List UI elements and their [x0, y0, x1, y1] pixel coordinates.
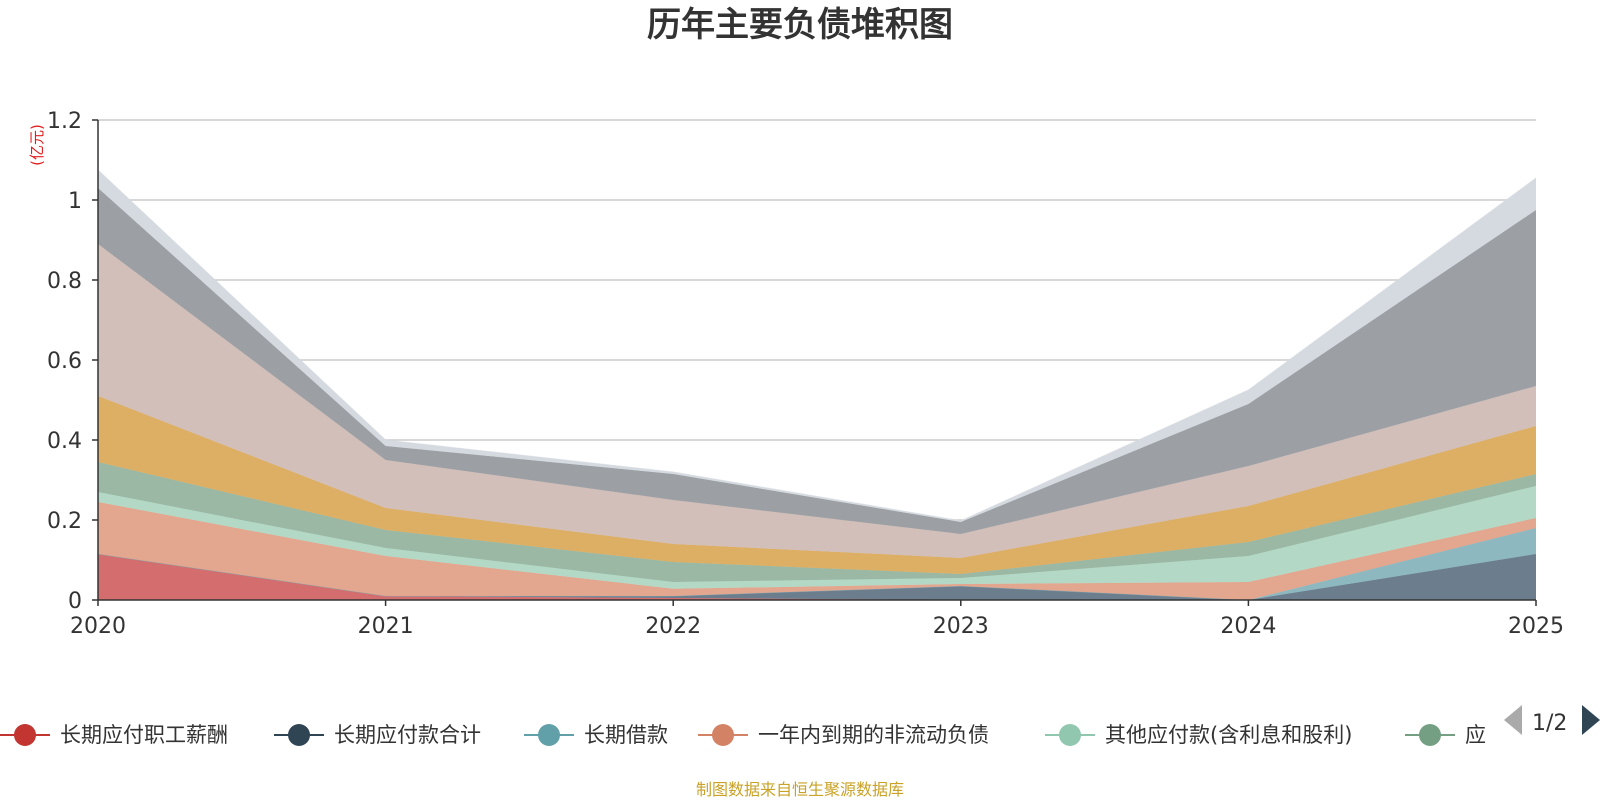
area-series-line-10: [97, 169, 1537, 522]
area-series-4: [98, 502, 1536, 600]
legend-pager: 1/2: [1504, 705, 1600, 736]
legend-marker-icon: [1419, 724, 1441, 746]
x-tick-label: 2025: [1508, 614, 1564, 639]
prev-page-icon[interactable]: [1504, 705, 1522, 735]
legend-item[interactable]: 其他应付款(含利息和股利): [1045, 723, 1352, 747]
legend-item[interactable]: 长期应付职工薪酬: [0, 723, 228, 747]
legend-marker-icon: [14, 724, 36, 746]
plot-area: [97, 169, 1537, 601]
legend-marker-icon: [712, 724, 734, 746]
legend-marker-icon: [1059, 724, 1081, 746]
y-tick-label: 0.2: [47, 509, 82, 534]
legend-item[interactable]: 长期借款: [524, 723, 668, 747]
next-page-icon[interactable]: [1582, 705, 1600, 735]
legend-label: 应: [1465, 723, 1486, 747]
legend-page-indicator: 1/2: [1532, 711, 1567, 736]
source-note: 制图数据来自恒生聚源数据库: [696, 780, 904, 799]
legend-label: 其他应付款(含利息和股利): [1105, 723, 1352, 747]
axes: 0 0.2 0.4 0.6 0.8 1 1.2 2020 2021 2022 2023 2024 202…: [47, 109, 1564, 639]
area-series-7: [98, 396, 1536, 574]
legend-item[interactable]: 应: [1405, 723, 1486, 747]
area-series-1: [98, 554, 1536, 600]
x-tick-label: 2022: [645, 614, 701, 639]
y-tick-label: 0: [68, 589, 82, 614]
x-tick-label: 2020: [70, 614, 126, 639]
area-series-2: [98, 554, 1536, 600]
y-tick-label: 0.8: [47, 269, 82, 294]
legend-label: 长期应付职工薪酬: [60, 723, 228, 747]
legend-label: 一年内到期的非流动负债: [758, 723, 989, 747]
x-tick-label: 2023: [933, 614, 989, 639]
legend-label: 长期应付款合计: [334, 723, 481, 747]
area-series-6: [98, 462, 1536, 582]
legend-item[interactable]: 长期应付款合计: [274, 723, 481, 747]
y-tick-label: 0.6: [47, 349, 82, 374]
legend-marker-icon: [288, 724, 310, 746]
legend: 长期应付职工薪酬 长期应付款合计 长期借款 一年内到期的非流动负债 其他应付款(含利息和…: [0, 723, 1486, 747]
x-tick-label: 2024: [1220, 614, 1276, 639]
y-tick-label: 1: [68, 189, 82, 214]
y-tick-label: 1.2: [47, 109, 82, 134]
legend-label: 长期借款: [584, 723, 668, 747]
legend-marker-icon: [538, 724, 560, 746]
x-tick-label: 2021: [358, 614, 414, 639]
area-series-8: [98, 244, 1536, 558]
legend-item[interactable]: 一年内到期的非流动负债: [698, 723, 989, 747]
chart-title: 历年主要负债堆积图: [647, 5, 953, 45]
area-series-5: [98, 486, 1536, 589]
area-series-9: [98, 188, 1536, 534]
y-unit-label: (亿元): [28, 124, 46, 166]
y-tick-label: 0.4: [47, 429, 82, 454]
